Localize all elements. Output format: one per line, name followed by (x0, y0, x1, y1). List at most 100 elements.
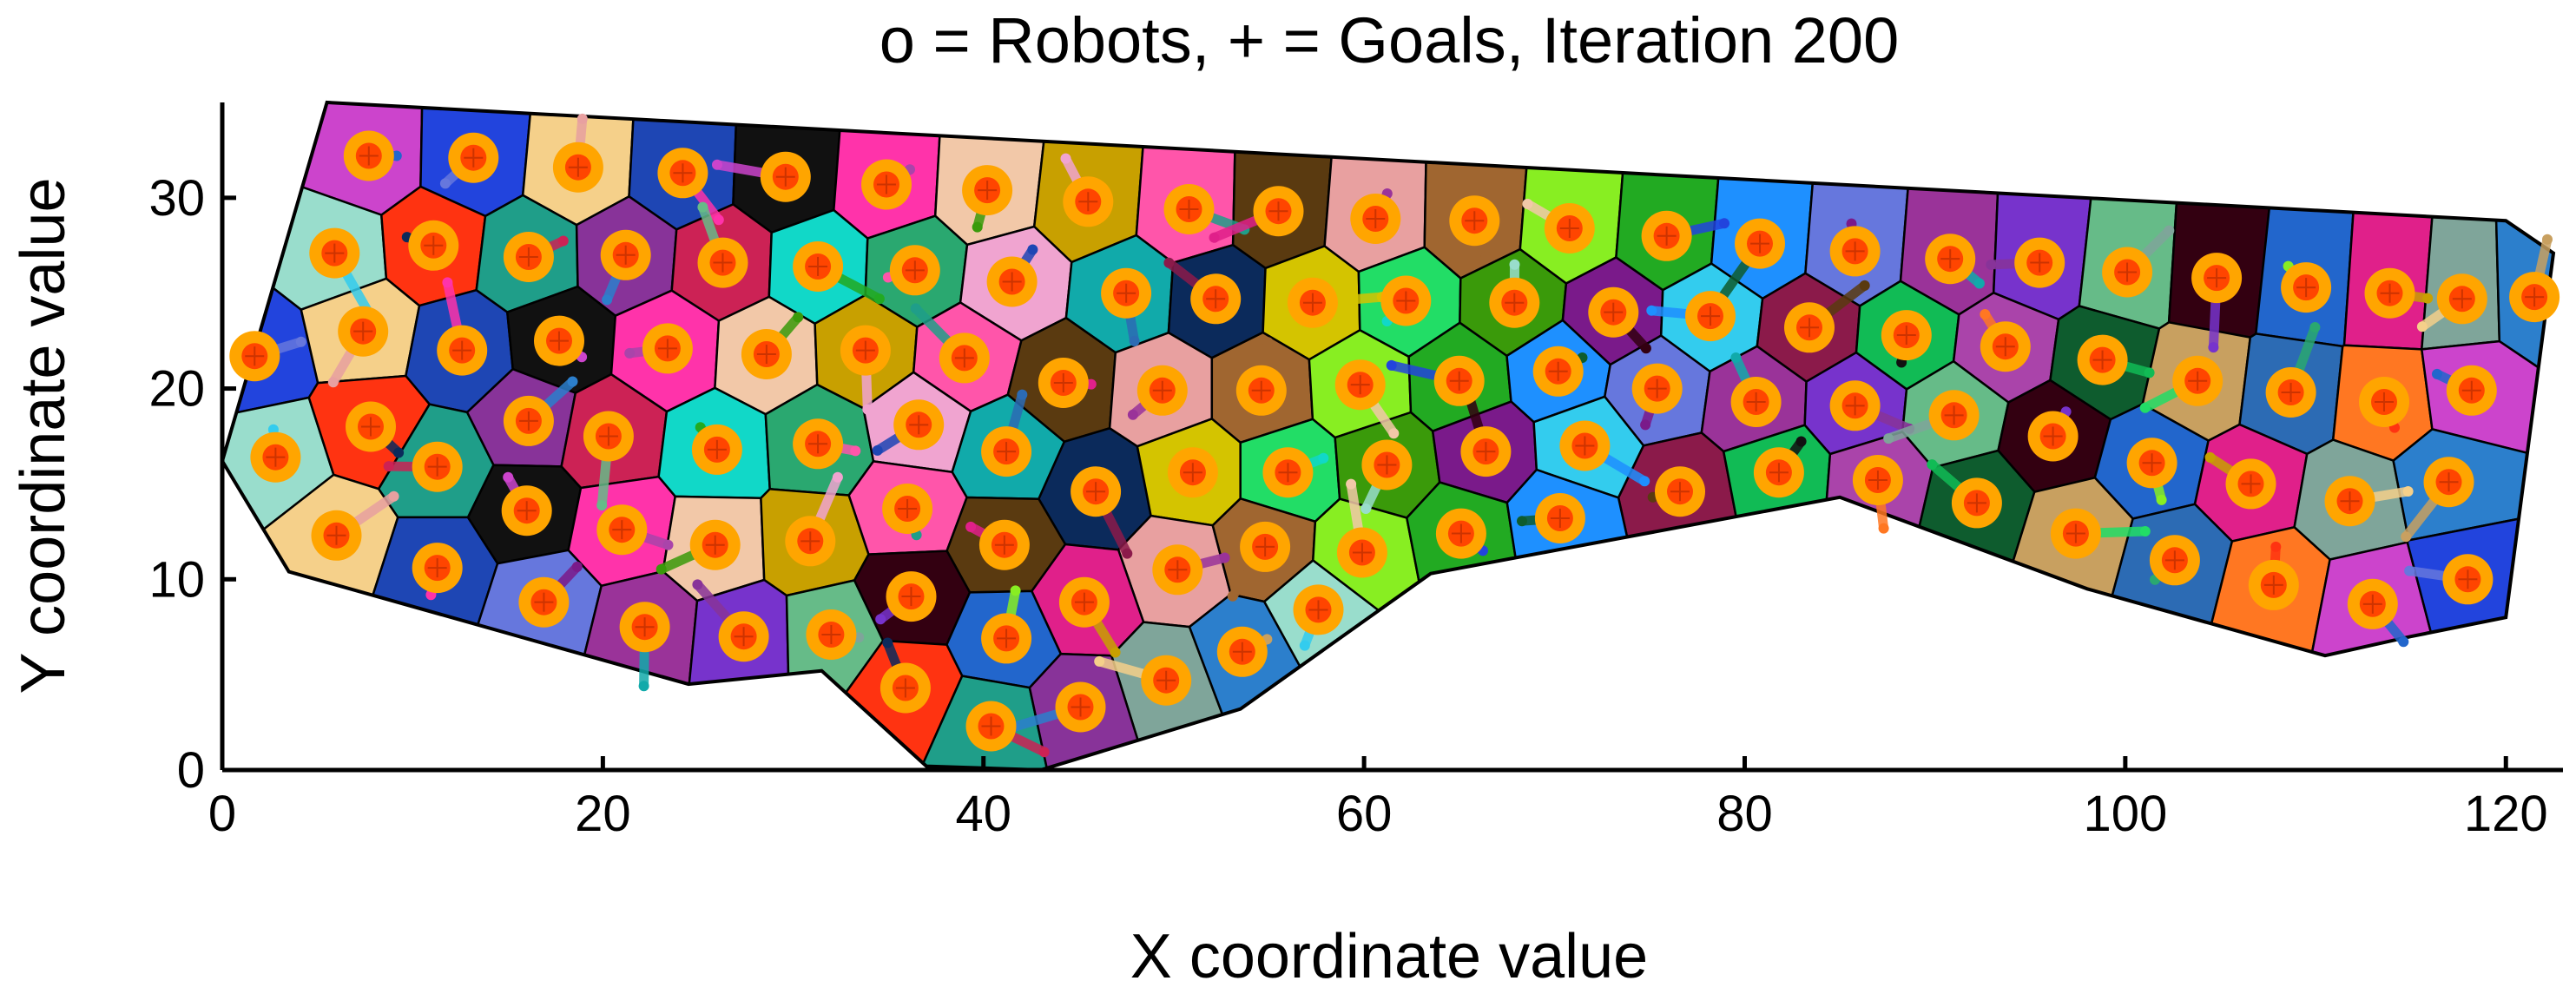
trail-start-point (2401, 531, 2412, 543)
trail-start-point (972, 221, 983, 233)
goal-marker (1278, 463, 1298, 483)
goal-marker (981, 716, 1001, 736)
trail-start-point (1318, 452, 1329, 464)
y-tick-label: 30 (148, 170, 205, 227)
trail-start-point (1973, 278, 1985, 289)
goal-marker (954, 348, 974, 368)
goal-marker (2461, 380, 2481, 400)
trail-start-point (1730, 352, 1742, 363)
trail-start-point (624, 347, 636, 359)
goal-marker (1232, 642, 1252, 662)
goal-marker (518, 411, 538, 431)
goal-marker (1366, 209, 1386, 229)
goal-marker (705, 535, 725, 555)
trail-start-point (1980, 309, 1991, 319)
x-tick-label: 120 (2464, 786, 2548, 842)
goal-marker (1255, 536, 1275, 556)
x-axis-label: X coordinate value (1130, 922, 1648, 991)
goal-marker (1152, 380, 1172, 400)
trail-start-point (393, 447, 405, 458)
goal-marker (1268, 201, 1288, 221)
goal-marker (808, 434, 828, 454)
goal-marker (1302, 293, 1322, 313)
goal-marker (2164, 550, 2184, 570)
goal-marker (1053, 372, 1073, 392)
y-ticks: 0 10 20 30 (148, 170, 236, 799)
trail-start-point (850, 445, 861, 457)
goal-marker (1896, 326, 1916, 346)
goal-marker (598, 426, 618, 446)
goal-marker (427, 558, 447, 578)
trail-start-point (1010, 585, 1021, 596)
y-tick-label: 20 (148, 361, 205, 418)
goal-marker (821, 625, 841, 645)
trail-start-point (2270, 541, 2282, 552)
trail-start-point (2139, 526, 2151, 536)
trail-start-point (1646, 305, 1657, 316)
trail-start-point (1480, 252, 1492, 263)
goal-marker (612, 520, 632, 540)
goal-marker (1575, 436, 1595, 456)
trail-start-point (862, 404, 873, 415)
goal-marker (2263, 575, 2283, 595)
goal-marker (1548, 361, 1568, 381)
trail-start-point (697, 201, 708, 213)
goal-marker (1078, 192, 1098, 212)
goal-marker (901, 587, 921, 607)
trail-start-point (2164, 225, 2175, 236)
goal-marker (707, 439, 727, 459)
trail-start-point (596, 500, 608, 511)
goal-marker (1845, 396, 1865, 416)
goal-marker (1550, 508, 1570, 528)
goal-marker (635, 617, 655, 637)
goal-marker (2362, 594, 2382, 614)
goal-marker (1800, 318, 1820, 338)
goal-marker (427, 457, 447, 477)
goal-marker (2241, 474, 2261, 494)
trail-start-point (1060, 153, 1071, 164)
goal-marker (1746, 392, 1766, 411)
goal-marker (1251, 380, 1271, 400)
goal-marker (756, 345, 776, 365)
goal-marker (657, 339, 677, 359)
trail-start-point (2398, 636, 2409, 648)
goal-marker (568, 157, 588, 177)
goal-marker (1845, 241, 1865, 261)
goal-marker (1944, 405, 1964, 425)
trail-start-point (1517, 516, 1527, 527)
trail-start-point (1883, 433, 1894, 444)
goal-marker (1657, 226, 1677, 246)
goal-marker (1074, 592, 1094, 612)
trail-start-point (1219, 552, 1230, 563)
trail-start-point (1038, 747, 1050, 758)
trail-start-point (2309, 322, 2321, 332)
goal-marker (855, 340, 875, 360)
goal-marker (994, 535, 1014, 555)
trail-start-point (391, 150, 402, 161)
trail-start-point (1017, 389, 1028, 400)
goal-marker (359, 146, 379, 166)
goal-marker (800, 531, 820, 551)
trail-start-point (1640, 343, 1651, 354)
trail-start-point (2432, 368, 2442, 379)
x-tick-label: 80 (1716, 786, 1773, 842)
trail-start-point (2144, 367, 2155, 379)
trail-start-point (1346, 478, 1357, 490)
trail-start-point (1262, 337, 1274, 348)
goal-marker (1350, 375, 1370, 395)
trail-start-point (571, 561, 583, 572)
trail-start-point (567, 376, 578, 387)
trail-start-point (2402, 486, 2414, 497)
goal-marker (909, 415, 929, 435)
goal-marker (1940, 249, 1960, 269)
trail-start-point (295, 336, 306, 347)
goal-marker (673, 163, 693, 183)
goal-marker (905, 260, 925, 280)
trail-start-point (713, 214, 724, 226)
goal-marker (1750, 234, 1770, 253)
trail-start-point (1388, 428, 1400, 439)
goal-marker (898, 498, 918, 518)
goal-marker (2380, 283, 2400, 303)
goal-marker (1071, 697, 1090, 717)
